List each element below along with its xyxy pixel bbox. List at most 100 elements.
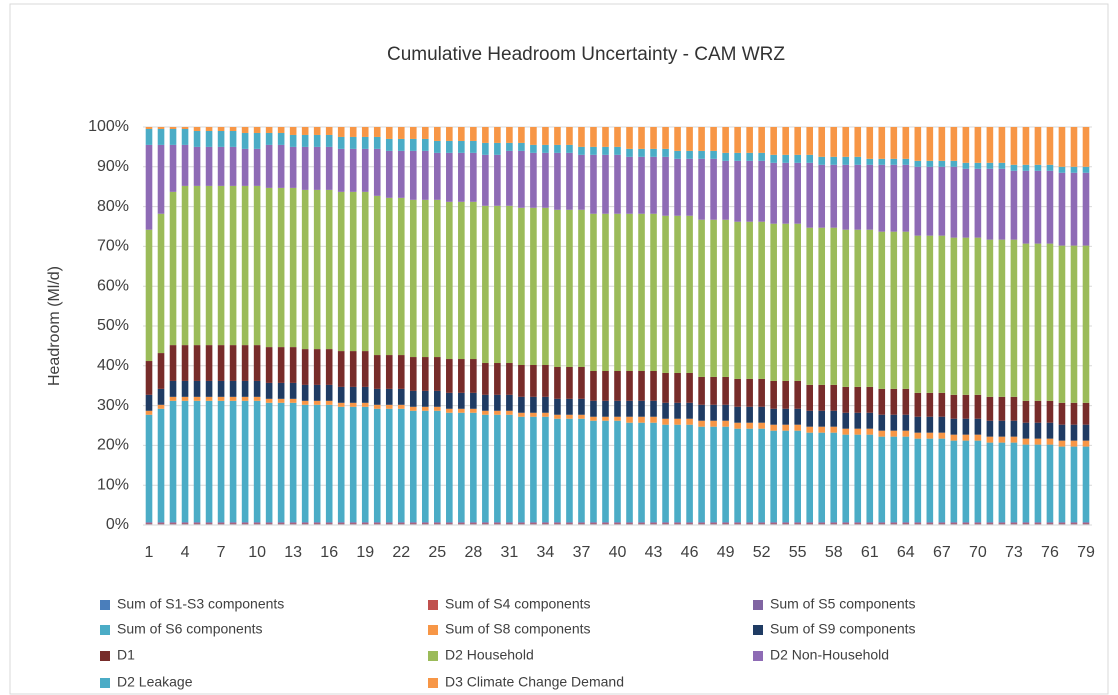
bar-segment — [578, 209, 585, 367]
bar-segment — [818, 523, 826, 525]
bar-segment — [818, 156, 826, 165]
bar-segment — [794, 523, 801, 525]
bar-segment — [301, 146, 309, 190]
bar-segment — [746, 160, 753, 222]
bar-segment — [1010, 442, 1018, 523]
bar-segment — [1022, 164, 1030, 171]
bar-segment — [974, 440, 982, 523]
bar-segment — [446, 522, 453, 524]
bar-segment — [986, 436, 994, 443]
bar-segment — [530, 127, 537, 145]
x-tick-label: 13 — [284, 544, 302, 561]
bar-segment — [337, 136, 345, 149]
bar-segment — [482, 394, 489, 411]
bar-segment — [662, 156, 669, 216]
legend-label: Sum of S8 components — [445, 621, 591, 637]
bar-segment — [349, 148, 357, 192]
bar-segment — [229, 523, 237, 525]
bar-segment — [1022, 444, 1030, 523]
bar-segment — [373, 388, 381, 405]
bar-segment — [1034, 127, 1042, 165]
bar-segment — [830, 227, 838, 385]
bar-segment — [506, 522, 513, 524]
bar-segment — [337, 402, 345, 407]
bar-segment — [1058, 245, 1066, 403]
bar-segment — [446, 392, 453, 409]
bar-segment — [734, 378, 741, 407]
bar-segment — [830, 523, 838, 525]
bar-segment — [409, 127, 417, 139]
bar-segment — [289, 127, 297, 135]
bar-segment — [578, 127, 585, 147]
bar-segment — [794, 154, 801, 163]
bar-segment — [265, 382, 273, 399]
bar-segment — [686, 150, 693, 159]
bar-segment — [650, 422, 657, 523]
bar-segment — [181, 523, 189, 525]
bar-segment — [289, 398, 297, 403]
bar-segment — [373, 127, 381, 137]
bar-segment — [542, 207, 549, 366]
bar-segment — [782, 424, 789, 431]
bar-segment — [301, 522, 309, 524]
bar-segment — [986, 396, 994, 421]
bar-segment — [878, 158, 886, 165]
bar-segment — [950, 440, 958, 523]
bar-segment — [986, 442, 994, 523]
bar-segment — [1046, 422, 1054, 439]
bar-segment — [301, 400, 309, 405]
bar-segment — [698, 219, 705, 377]
bar-segment — [397, 197, 405, 356]
bar-segment — [758, 522, 765, 524]
bar-segment — [866, 434, 874, 523]
bar-segment — [1058, 440, 1066, 447]
bar-segment — [277, 522, 285, 524]
bar-segment — [626, 213, 633, 371]
bar-segment — [458, 127, 465, 141]
bar-segment — [638, 127, 645, 149]
bar-segment — [494, 523, 501, 525]
bar-segment — [193, 345, 201, 381]
bar-segment — [842, 386, 850, 413]
bar-segment — [614, 127, 621, 147]
bar-segment — [638, 148, 645, 157]
bar-segment — [385, 523, 393, 525]
bar-segment — [662, 372, 669, 403]
y-tick-label: 20% — [97, 437, 129, 454]
bar-segment — [926, 166, 934, 236]
bar-segment — [914, 127, 922, 161]
bar-segment — [289, 382, 297, 399]
bar-segment — [337, 127, 345, 137]
bar-segment — [1034, 164, 1042, 171]
bar-segment — [566, 414, 573, 419]
bar-segment — [878, 231, 886, 389]
bar-segment — [782, 522, 789, 524]
bar-segment — [470, 127, 477, 141]
bar-segment — [974, 127, 982, 163]
bar-segment — [458, 152, 465, 202]
bar-segment — [962, 394, 970, 419]
bar-segment — [830, 384, 838, 411]
bar-segment — [758, 523, 765, 525]
bar-segment — [313, 523, 321, 525]
bar-segment — [409, 410, 417, 523]
bar-segment — [1034, 422, 1042, 439]
bar-segment — [794, 162, 801, 224]
bar-segment — [385, 388, 393, 405]
bar-segment — [1010, 239, 1018, 397]
bar-segment — [361, 148, 369, 192]
y-tick-label: 10% — [97, 476, 129, 493]
bar-segment — [902, 388, 910, 415]
bar-segment — [205, 523, 213, 525]
bar-segment — [265, 144, 273, 188]
bar-segment — [914, 522, 922, 524]
bar-segment — [506, 205, 513, 364]
bar-segment — [458, 523, 465, 525]
bar-segment — [277, 398, 285, 403]
bar-segment — [662, 215, 669, 373]
bar-segment — [806, 227, 814, 385]
bar-segment — [554, 144, 561, 153]
bar-segment — [842, 522, 850, 524]
bar-segment — [458, 392, 465, 409]
bar-segment — [421, 127, 429, 139]
